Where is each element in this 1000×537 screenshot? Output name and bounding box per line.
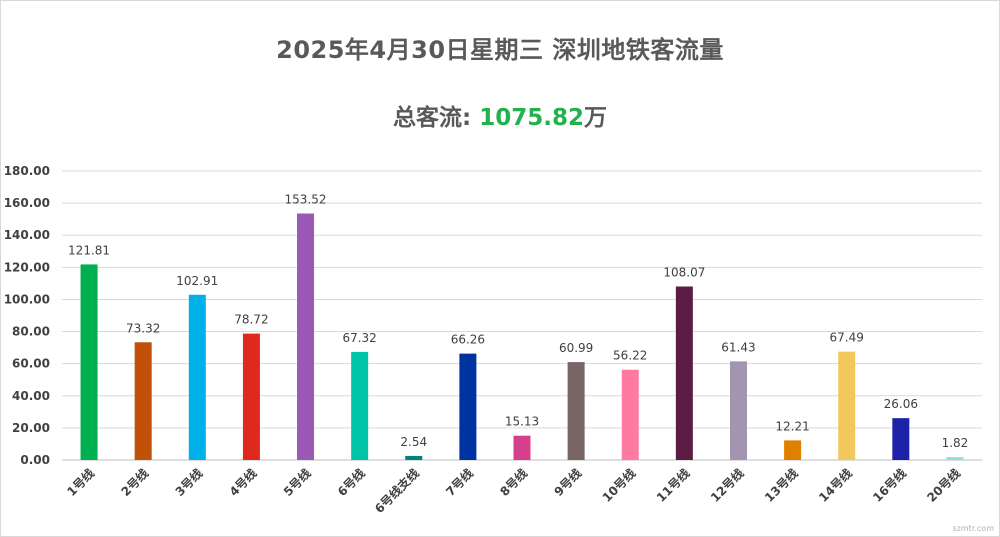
bar — [459, 353, 477, 460]
x-tick-label: 8号线 — [497, 466, 530, 499]
total-value: 1075.82 — [479, 105, 584, 131]
bar — [838, 351, 856, 460]
bar — [80, 264, 98, 460]
x-tick-label: 14号线 — [815, 466, 854, 505]
x-tick-label: 6号线 — [334, 466, 367, 499]
x-tick-label: 13号线 — [761, 466, 800, 505]
bar-value-label: 67.32 — [342, 331, 376, 345]
bar-value-label: 56.22 — [613, 349, 647, 363]
bar — [405, 455, 423, 460]
x-tick-label: 9号线 — [551, 466, 584, 499]
watermark: szmtr.com — [952, 524, 994, 533]
bar — [297, 213, 315, 460]
x-tick-label: 16号线 — [870, 466, 909, 505]
total-ridership: 总客流: 1075.82万 — [0, 98, 1000, 132]
bar — [188, 294, 206, 460]
bar-value-label: 26.06 — [884, 397, 918, 411]
bar-value-label: 153.52 — [285, 193, 327, 207]
y-tick-label: 120.00 — [4, 260, 50, 274]
y-tick-label: 60.00 — [12, 357, 50, 371]
bar-value-label: 2.54 — [400, 435, 427, 449]
bar-value-label: 121.81 — [68, 243, 110, 257]
bar-value-label: 61.43 — [721, 340, 755, 354]
x-tick-label: 5号线 — [280, 466, 313, 499]
bar — [567, 362, 585, 460]
x-tick-label: 20号线 — [924, 466, 963, 505]
x-tick-label: 2号线 — [118, 466, 151, 499]
y-tick-label: 0.00 — [20, 453, 50, 467]
bar — [675, 286, 693, 460]
x-tick-label: 12号线 — [707, 466, 746, 505]
x-tick-label: 1号线 — [64, 466, 97, 499]
total-unit: 万 — [583, 105, 607, 131]
x-tick-label: 4号线 — [226, 466, 259, 499]
bar-value-label: 60.99 — [559, 341, 593, 355]
bar — [621, 369, 639, 460]
bar-value-label: 73.32 — [126, 321, 160, 335]
bar-value-label: 1.82 — [942, 436, 969, 450]
y-tick-label: 20.00 — [12, 421, 50, 435]
bar-value-label: 78.72 — [234, 313, 268, 327]
y-tick-label: 80.00 — [12, 325, 50, 339]
x-tick-label: 7号线 — [443, 466, 476, 499]
y-tick-label: 100.00 — [4, 292, 50, 306]
bar-value-label: 66.26 — [451, 333, 485, 347]
bar — [892, 418, 910, 460]
bar — [784, 440, 802, 460]
bar-value-label: 12.21 — [775, 419, 809, 433]
bar — [351, 351, 369, 460]
chart-title: 2025年4月30日星期三 深圳地铁客流量 — [276, 36, 724, 64]
bar — [242, 333, 260, 460]
bar-value-label: 67.49 — [830, 331, 864, 345]
total-label: 总客流: — [393, 105, 480, 131]
x-tick-label: 3号线 — [172, 466, 205, 499]
x-tick-label: 6号线支线 — [371, 466, 421, 516]
x-tick-label: 10号线 — [599, 466, 638, 505]
y-tick-label: 180.00 — [4, 164, 50, 178]
bar-value-label: 108.07 — [663, 265, 705, 279]
bar — [729, 361, 747, 460]
bar-value-label: 102.91 — [176, 274, 218, 288]
bar — [513, 435, 531, 460]
bar — [946, 457, 964, 460]
x-tick-label: 11号线 — [653, 466, 692, 505]
y-tick-label: 40.00 — [12, 389, 50, 403]
y-tick-label: 160.00 — [4, 196, 50, 210]
bar — [134, 342, 152, 460]
bar-value-label: 15.13 — [505, 415, 539, 429]
y-tick-label: 140.00 — [4, 228, 50, 242]
